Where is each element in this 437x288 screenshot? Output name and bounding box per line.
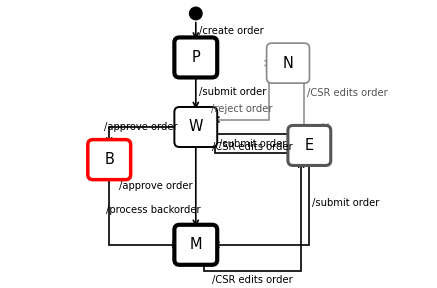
Text: /reject order: /reject order [211,104,273,114]
Text: /submit order: /submit order [219,139,286,149]
FancyBboxPatch shape [174,37,217,77]
Text: M: M [190,237,202,252]
Circle shape [190,7,202,20]
FancyBboxPatch shape [174,107,217,147]
Text: /CSR edits order: /CSR edits order [307,88,388,98]
Text: W: W [188,120,203,134]
FancyBboxPatch shape [288,126,331,165]
Text: /submit order: /submit order [312,198,380,208]
FancyBboxPatch shape [267,43,309,83]
Text: /process backorder: /process backorder [106,205,201,215]
Text: /CSR edits order: /CSR edits order [212,275,293,285]
Text: /create order: /create order [199,26,264,36]
FancyBboxPatch shape [174,225,217,265]
Text: /approve order: /approve order [104,122,177,132]
Text: /submit order: /submit order [199,87,266,97]
Text: B: B [104,152,114,167]
Text: /approve order: /approve order [119,181,193,191]
FancyBboxPatch shape [88,140,131,180]
Text: E: E [305,138,314,153]
Text: /CSR edits order: /CSR edits order [212,141,293,151]
Text: N: N [283,56,294,71]
Text: P: P [191,50,200,65]
